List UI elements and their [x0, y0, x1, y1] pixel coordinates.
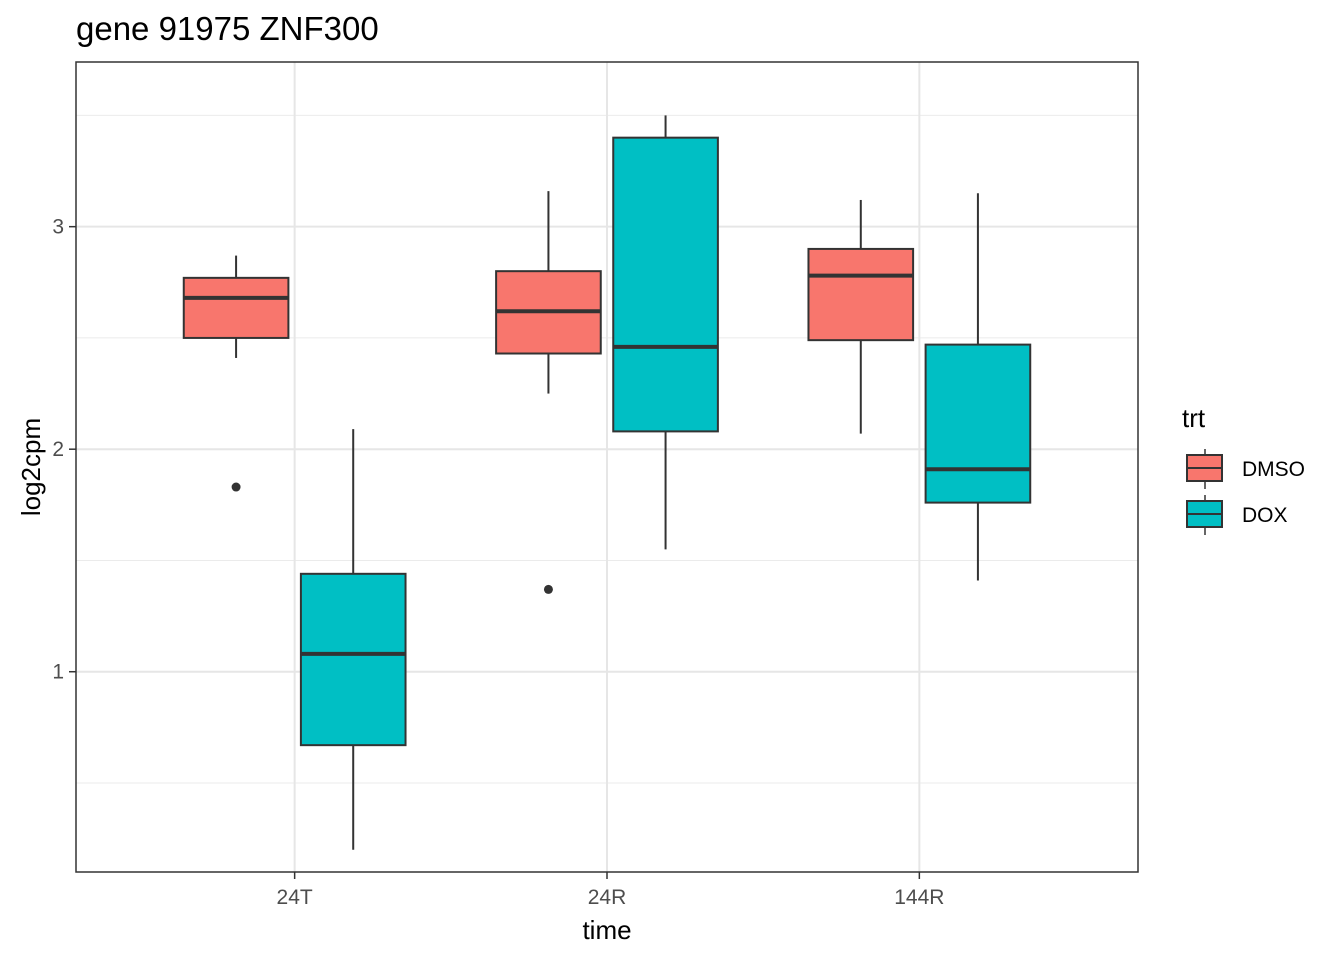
x-tick-label: 24T — [277, 886, 313, 909]
y-tick-label: 1 — [52, 661, 64, 684]
box-dmso-24r — [495, 191, 602, 594]
legend-label: DOX — [1242, 504, 1288, 527]
box-body — [182, 276, 290, 339]
box-dox-24r — [612, 115, 719, 550]
box-dmso-24t — [182, 255, 290, 492]
box-dmso-144r — [807, 199, 915, 434]
legend: trt DMSO DOX — [1182, 403, 1305, 535]
outlier-point — [231, 482, 241, 492]
y-tick-label: 3 — [52, 216, 64, 239]
legend-item-dox: DOX — [1186, 495, 1288, 535]
axes-layer: 1 2 3 24T 24R 144R — [52, 216, 944, 909]
box-body — [612, 136, 719, 433]
x-tick-label: 24R — [588, 886, 627, 909]
x-axis-label: time — [582, 915, 631, 945]
y-tick-label: 2 — [52, 438, 64, 461]
outlier-point — [543, 584, 553, 594]
chart-title: gene 91975 ZNF300 — [76, 10, 379, 47]
box-dox-144r — [924, 193, 1032, 581]
x-tick-label: 144R — [894, 886, 944, 909]
box-body — [299, 572, 407, 747]
legend-label: DMSO — [1242, 458, 1305, 481]
legend-title: trt — [1182, 403, 1206, 433]
boxes-layer — [182, 115, 1032, 850]
y-axis-label: log2cpm — [16, 418, 46, 516]
legend-item-dmso: DMSO — [1186, 449, 1305, 489]
box-dox-24t — [299, 429, 407, 850]
box-body — [924, 343, 1032, 504]
box-body — [807, 247, 915, 342]
